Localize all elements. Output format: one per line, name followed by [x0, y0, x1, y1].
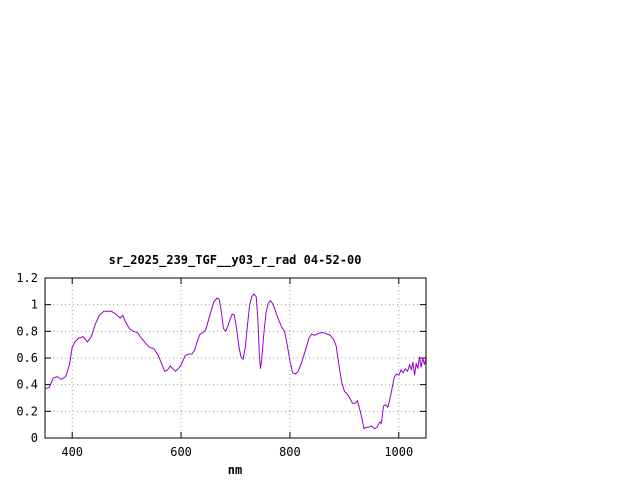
- y-tick-label: 0: [31, 431, 38, 445]
- y-tick-label: 0.8: [16, 324, 38, 338]
- y-tick-label: 0.6: [16, 351, 38, 365]
- x-axis-label: nm: [228, 463, 242, 477]
- x-tick-label: 800: [279, 445, 301, 459]
- y-tick-label: 0.2: [16, 404, 38, 418]
- series-line: [44, 293, 427, 430]
- data-series: [44, 293, 427, 430]
- x-tick-label: 400: [61, 445, 83, 459]
- grid-lines: [45, 278, 426, 438]
- axis-ticks: 400 600 800 1000 0 0.2 0.4 0.6 0.8 1 1.2: [16, 271, 426, 459]
- plot-frame: [44, 277, 427, 439]
- y-tick-label: 0.4: [16, 378, 38, 392]
- y-tick-label: 1: [31, 298, 38, 312]
- x-tick-label: 1000: [384, 445, 413, 459]
- x-tick-label: 600: [170, 445, 192, 459]
- chart-title: sr_2025_239_TGF__y03_r_rad 04-52-00: [109, 253, 362, 268]
- y-tick-label: 1.2: [16, 271, 38, 285]
